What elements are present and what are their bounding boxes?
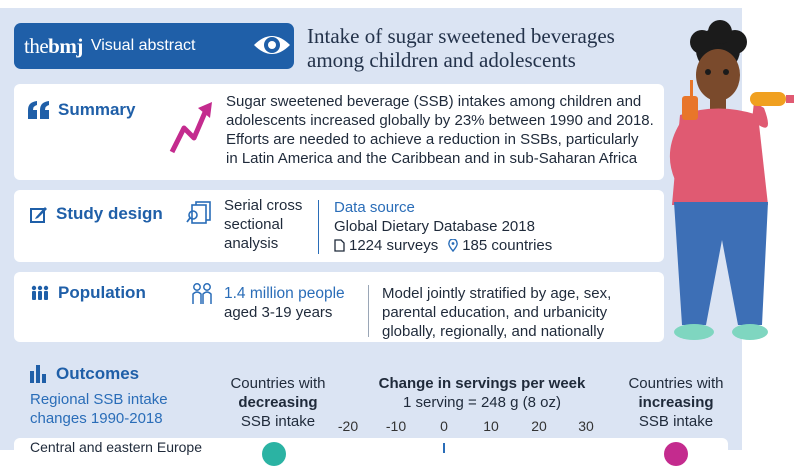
badge-label: Visual abstract <box>90 37 196 54</box>
axis-tick: 10 <box>483 418 499 434</box>
pencil-icon <box>30 207 47 223</box>
database-name: Global Dietary Database 2018 <box>334 218 535 235</box>
location-pin-icon <box>448 239 459 252</box>
study-design-heading: Study design <box>30 204 163 224</box>
quote-icon <box>28 101 49 119</box>
region-name: Central and eastern Europe <box>30 439 202 455</box>
summary-text: Sugar sweetened beverage (SSB) intakes a… <box>226 93 654 167</box>
population-card <box>14 272 664 342</box>
eye-icon <box>254 36 290 54</box>
axis-tick: -10 <box>385 418 407 434</box>
data-source-label: Data source <box>334 199 415 216</box>
person-outline-icon <box>192 283 212 304</box>
summary-heading: Summary <box>28 100 135 120</box>
data-source-block: Data source Global Dietary Database 2018… <box>334 198 552 255</box>
study-design-text: Serial cross sectional analysis <box>224 197 303 252</box>
increasing-header: Countries with increasing SSB intake <box>628 375 724 430</box>
population-heading: Population <box>30 283 146 303</box>
child-drinking-illustration <box>669 20 794 340</box>
rising-arrow-icon <box>169 102 212 154</box>
decreasing-count-badge <box>262 442 286 466</box>
axis-tick: -20 <box>337 418 359 434</box>
bar-chart-icon <box>30 365 46 383</box>
zero-line-marker <box>443 443 445 453</box>
people-icon <box>31 285 49 300</box>
bmj-logo: thebmj <box>24 33 83 58</box>
page-title: Intake of sugar sweetened beverages amon… <box>307 24 615 72</box>
axis-tick: 0 <box>440 418 448 434</box>
axis-tick: 20 <box>531 418 547 434</box>
survey-stats: 1224 surveys 185 countries <box>334 236 552 255</box>
outcomes-subtitle: Regional SSB intake changes 1990-2018 <box>30 391 168 427</box>
population-model: Model jointly stratified by age, sex, pa… <box>382 285 612 340</box>
summary-card <box>14 84 664 180</box>
change-header: Change in servings per week 1 serving = … <box>378 375 586 411</box>
study-design-card <box>14 190 664 262</box>
visual-abstract: thebmj Visual abstract Intake of sugar s… <box>0 8 794 466</box>
population-divider <box>368 285 369 337</box>
documents-search-icon <box>186 201 211 224</box>
decreasing-header: Countries with decreasing SSB intake <box>230 375 326 430</box>
increasing-count-badge <box>664 442 688 466</box>
outcomes-heading: Outcomes <box>30 364 139 384</box>
population-size: 1.4 million people aged 3-19 years <box>224 285 345 321</box>
axis-tick: 30 <box>578 418 594 434</box>
bmj-badge: thebmj Visual abstract <box>14 23 294 69</box>
document-icon <box>334 239 345 252</box>
study-design-divider <box>318 200 319 254</box>
